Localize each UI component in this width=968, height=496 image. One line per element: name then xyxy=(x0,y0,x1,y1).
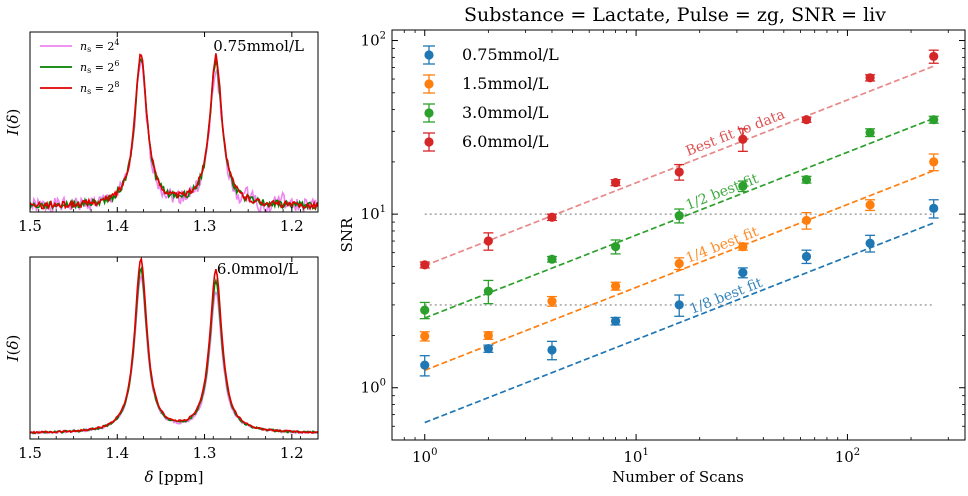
data-point xyxy=(483,330,493,341)
legend-entry-ns6: ns = 26 xyxy=(80,59,120,75)
x-tick-label: 1.4 xyxy=(105,217,129,235)
x-axis-label: Number of Scans xyxy=(612,468,744,486)
legend-swatch-point xyxy=(424,50,434,60)
x-tick-label: 100 xyxy=(412,447,437,466)
data-point xyxy=(547,345,557,355)
data-point xyxy=(483,236,493,246)
data-point xyxy=(611,242,621,252)
data-point xyxy=(674,300,684,310)
x-tick-label: 1.3 xyxy=(193,444,217,462)
x-tick-label: 102 xyxy=(835,447,860,466)
data-point xyxy=(801,251,812,262)
spectrum-line-ns6 xyxy=(30,56,318,212)
concentration-annotation: 0.75mmol/L xyxy=(213,37,304,55)
x-tick-label: 1.3 xyxy=(193,217,217,235)
panel-frame xyxy=(391,29,966,441)
data-point xyxy=(420,305,430,315)
y-axis-label: I(δ) xyxy=(4,109,22,137)
concentration-annotation: 6.0mmol/L xyxy=(217,260,298,278)
spectrum-line-ns6 xyxy=(30,265,318,435)
data-point xyxy=(420,260,430,270)
data-point xyxy=(611,316,621,326)
fit-line xyxy=(424,169,935,372)
snr-panel: Substance = Lactate, Pulse = zg, SNR = l… xyxy=(338,4,966,486)
fit-line xyxy=(424,222,935,424)
legend: 0.75mmol/L 1.5mmol/L 3.0mmol/L 6.0mmol/L xyxy=(423,45,559,152)
x-tick-label: 1.5 xyxy=(18,217,42,235)
data-point xyxy=(420,331,430,341)
legend-entry: 6.0mmol/L xyxy=(462,132,549,151)
data-point xyxy=(547,296,557,306)
panel-frame xyxy=(29,31,319,213)
y-tick-label: 102 xyxy=(361,31,386,50)
spectrum-line-ns4 xyxy=(30,274,318,435)
legend-entry-ns4: ns = 24 xyxy=(80,38,120,54)
data-point xyxy=(420,360,430,370)
y-tick-label: 101 xyxy=(361,204,386,223)
x-tick-label: 1.4 xyxy=(105,444,129,462)
x-tick-label: 1.2 xyxy=(280,444,304,462)
data-point xyxy=(738,181,748,191)
y-tick-label: 100 xyxy=(361,378,386,397)
data-point xyxy=(929,115,939,125)
data-point xyxy=(483,286,493,296)
legend-entry: 1.5mmol/L xyxy=(462,74,549,93)
spectrum-line-ns8 xyxy=(30,257,318,435)
y-axis-label: I(δ) xyxy=(4,335,22,363)
spectrum-line-ns8 xyxy=(30,53,318,211)
legend: ns = 24 ns = 26 ns = 28 xyxy=(40,38,120,96)
fit-label: 1/2 best fit xyxy=(684,171,761,214)
data-point xyxy=(865,238,875,248)
legend-swatch-point xyxy=(424,79,434,89)
data-point xyxy=(674,211,684,221)
fit-label: 1/8 best fit xyxy=(688,275,765,318)
x-tick-label: 1.5 xyxy=(18,444,42,462)
data-point xyxy=(929,203,939,213)
data-point xyxy=(674,258,684,269)
panel-frame xyxy=(29,256,319,440)
data-point xyxy=(674,167,684,177)
data-point xyxy=(547,212,557,222)
x-tick-label: 1.2 xyxy=(280,217,304,235)
x-axis-label: δ [ppm] xyxy=(145,468,204,486)
spectrum-panel-high: 6.0mmol/L I(δ) 1.5 1.4 1.3 1.2 δ [ppm] xyxy=(4,256,319,486)
legend-entry-ns8: ns = 28 xyxy=(80,80,120,96)
legend-entry: 0.75mmol/L xyxy=(462,45,559,64)
legend-entry: 3.0mmol/L xyxy=(462,103,549,122)
data-point xyxy=(865,73,875,83)
fit-label: Best fit to data xyxy=(684,106,788,159)
spectrum-line-ns4 xyxy=(30,60,318,212)
data-point xyxy=(801,215,812,226)
data-point xyxy=(738,268,748,278)
data-point xyxy=(801,115,812,125)
data-point xyxy=(611,177,621,188)
data-point xyxy=(611,281,621,291)
data-point xyxy=(483,344,493,354)
data-point xyxy=(929,157,939,167)
fit-label: 1/4 best fit xyxy=(684,224,761,267)
data-point xyxy=(738,242,748,252)
x-tick-label: 101 xyxy=(623,447,648,466)
legend-swatch-point xyxy=(424,108,434,118)
spectrum-panel-low: 0.75mmol/L I(δ) 1.5 1.4 1.3 1.2 ns = 24 ns … xyxy=(4,31,319,235)
legend-swatch-point xyxy=(424,137,434,147)
chart-title: Substance = Lactate, Pulse = zg, SNR = l… xyxy=(464,4,886,26)
data-point xyxy=(801,175,812,185)
data-point xyxy=(738,134,748,144)
data-point xyxy=(865,127,875,138)
data-point xyxy=(865,200,875,210)
data-point xyxy=(547,254,557,264)
data-point xyxy=(929,51,939,62)
y-axis-label: SNR xyxy=(338,217,356,252)
